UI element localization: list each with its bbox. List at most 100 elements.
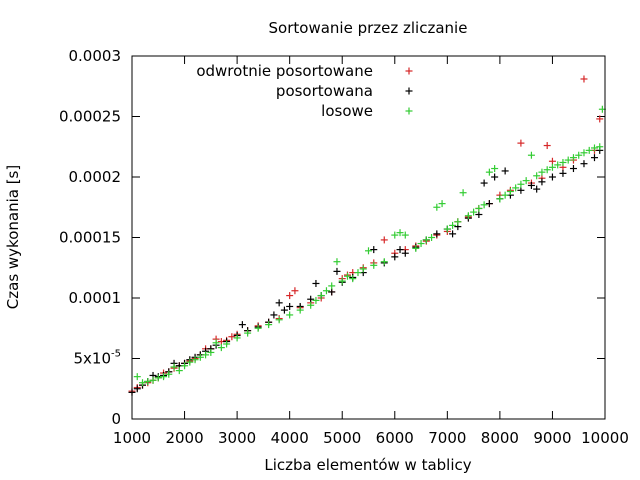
- y-tick-label: 0.0002: [69, 168, 122, 186]
- data-point: [564, 156, 572, 164]
- data-point: [286, 292, 294, 300]
- data-point: [596, 115, 604, 123]
- data-point: [412, 244, 420, 252]
- data-point: [307, 295, 315, 303]
- data-point: [133, 385, 141, 393]
- data-point: [538, 168, 546, 176]
- data-point: [212, 339, 220, 347]
- data-point: [506, 188, 514, 196]
- data-point: [265, 321, 273, 329]
- data-point: [422, 236, 430, 244]
- data-point: [543, 142, 551, 150]
- data-point: [538, 178, 546, 186]
- data-point: [569, 154, 577, 162]
- data-point: [459, 189, 467, 197]
- data-point: [575, 151, 583, 159]
- data-point: [217, 344, 225, 352]
- data-point: [296, 306, 304, 314]
- x-tick-label: 2000: [165, 429, 203, 447]
- data-point: [133, 373, 141, 381]
- y-tick-label: 5x10-5: [74, 349, 122, 368]
- data-point: [391, 231, 399, 239]
- data-point: [354, 269, 362, 277]
- chart-title: Sortowanie przez zliczanie: [269, 19, 468, 37]
- x-tick-label: 4000: [271, 429, 309, 447]
- data-point: [590, 154, 598, 162]
- data-point: [170, 363, 178, 371]
- data-point: [438, 200, 446, 208]
- data-point: [590, 144, 598, 152]
- data-point: [280, 306, 288, 314]
- data-point: [522, 177, 530, 185]
- axis-ticks: 1000 2000 3000 4000 5000 6000 7000 8000 9000 1000…: [59, 47, 629, 447]
- data-point: [517, 139, 525, 147]
- data-point: [322, 287, 330, 295]
- data-point: [491, 173, 499, 181]
- data-point: [160, 373, 168, 381]
- data-point: [270, 311, 278, 319]
- data-point: [286, 302, 294, 310]
- data-point: [244, 329, 252, 337]
- data-point: [580, 75, 588, 83]
- data-point: [186, 358, 194, 366]
- x-tick-label: 9000: [533, 429, 571, 447]
- data-point: [548, 157, 556, 165]
- y-tick-label-exponent: -5: [111, 349, 121, 360]
- data-point: [580, 160, 588, 168]
- data-point: [401, 249, 409, 257]
- data-point: [480, 179, 488, 187]
- data-point: [527, 181, 535, 189]
- data-point: [443, 225, 451, 233]
- data-point: [449, 221, 457, 229]
- data-point: [338, 277, 346, 285]
- x-axis-label: Liczba elementów w tablicy: [264, 456, 471, 474]
- data-point: [449, 230, 457, 238]
- x-tick-label: 5000: [323, 429, 361, 447]
- data-point: [275, 299, 283, 307]
- y-tick-label-base: 5x10: [74, 350, 112, 368]
- data-point: [328, 288, 336, 296]
- data-point: [317, 292, 325, 300]
- data-point: [548, 163, 556, 171]
- legend-marker: [405, 87, 413, 95]
- data-point: [286, 311, 294, 319]
- data-point: [349, 275, 357, 283]
- data-point: [433, 203, 441, 211]
- data-point: [365, 247, 372, 255]
- x-tick-label: 6000: [376, 429, 414, 447]
- data-point: [207, 348, 215, 356]
- data-point: [333, 258, 341, 266]
- data-point: [517, 180, 525, 188]
- data-point: [307, 301, 315, 309]
- data-point: [485, 168, 493, 176]
- data-point: [380, 258, 388, 266]
- data-point: [543, 166, 551, 174]
- data-point: [144, 377, 152, 385]
- data-point: [275, 316, 283, 324]
- x-tick-label: 8000: [481, 429, 519, 447]
- data-point: [391, 253, 399, 261]
- data-point: [343, 272, 351, 280]
- data-point: [454, 218, 462, 226]
- data-point: [559, 169, 567, 177]
- data-point: [139, 379, 147, 387]
- data-point: [417, 240, 425, 248]
- series-1: [128, 146, 604, 396]
- data-point: [585, 146, 593, 154]
- data-point: [328, 282, 336, 290]
- data-point: [548, 173, 556, 181]
- data-point: [475, 204, 483, 212]
- x-tick-label: 10000: [581, 429, 629, 447]
- data-point: [396, 246, 404, 254]
- data-point: [480, 201, 488, 209]
- data-point: [517, 186, 525, 194]
- data-point: [596, 143, 604, 151]
- data-point: [228, 333, 236, 341]
- data-point: [196, 353, 204, 361]
- series-0: [128, 75, 604, 395]
- data-point: [464, 212, 472, 220]
- legend-label: posortowana: [276, 82, 373, 100]
- data-point: [491, 165, 499, 173]
- data-point: [527, 151, 535, 159]
- y-tick-label: 0.00025: [59, 108, 121, 126]
